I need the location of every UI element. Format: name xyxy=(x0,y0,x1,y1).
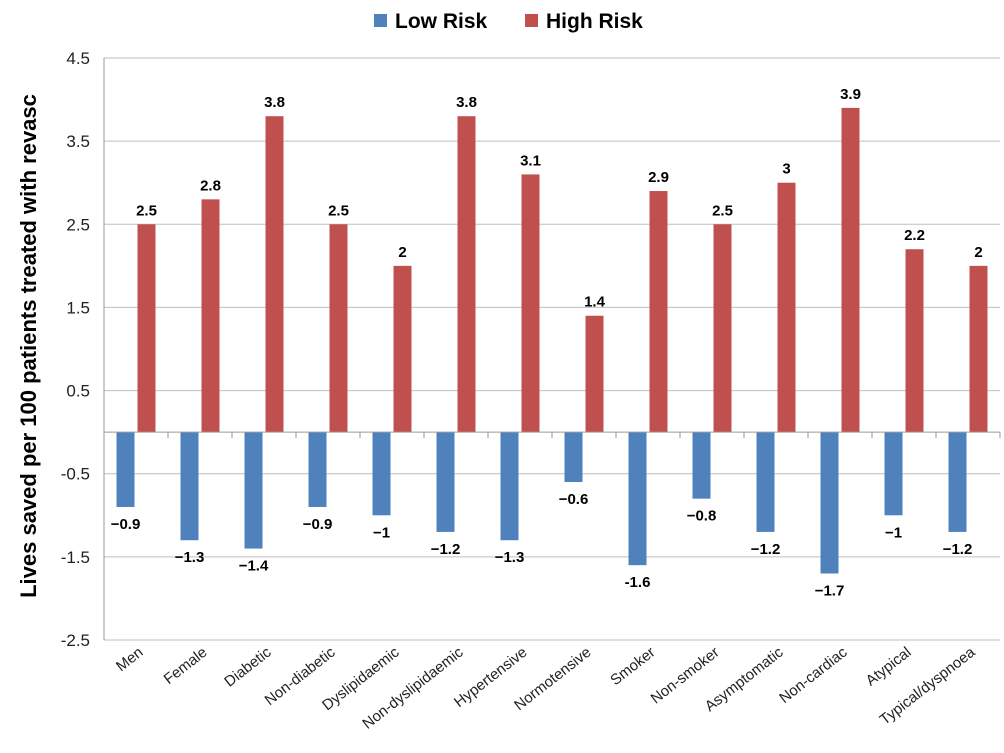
bar-low-risk xyxy=(308,432,327,507)
x-axis-categories: Men Female DiabeticNon-diabeticDyslipidaem… xyxy=(113,643,979,732)
bar-high-risk xyxy=(265,116,284,433)
bar-high-risk xyxy=(329,224,348,433)
data-label-low-risk: −1.3 xyxy=(175,549,205,566)
legend-label-high-risk: High Risk xyxy=(546,10,643,33)
bar-low-risk xyxy=(116,432,135,507)
data-label-low-risk: −1.7 xyxy=(815,582,845,599)
y-tick-label: -1.5 xyxy=(61,548,90,567)
data-label-high-risk: 2.8 xyxy=(200,177,221,194)
legend-label-low-risk: Low Risk xyxy=(395,10,488,33)
data-label-high-risk: 1.4 xyxy=(584,294,606,311)
bar-high-risk xyxy=(649,191,668,433)
data-label-high-risk: 3.9 xyxy=(840,86,861,103)
legend-swatch-high-risk xyxy=(525,14,538,27)
data-label-low-risk: −0.9 xyxy=(303,516,333,533)
legend-swatch-low-risk xyxy=(374,14,387,27)
bar-low-risk xyxy=(436,432,455,532)
x-category-label: Non-cardiac xyxy=(776,643,851,706)
bar-low-risk xyxy=(564,432,583,483)
bar-low-risk xyxy=(180,432,199,541)
axes xyxy=(103,58,1001,640)
x-category-label: Diabetic xyxy=(221,643,275,690)
data-label-high-risk: 2.2 xyxy=(904,227,925,244)
bar-low-risk xyxy=(948,432,967,532)
y-tick-label: -0.5 xyxy=(61,465,90,484)
data-label-low-risk: -1.6 xyxy=(625,574,651,591)
data-label-low-risk: −1.4 xyxy=(239,558,269,575)
bar-low-risk xyxy=(884,432,903,516)
bars xyxy=(116,107,988,574)
y-axis-ticks: 4.5 3.5 2.5 1.5 0.5 -0.5 -1.5 -2.5 xyxy=(61,49,90,650)
y-tick-label: 4.5 xyxy=(66,49,90,68)
data-label-low-risk: −1 xyxy=(373,524,390,541)
data-label-high-risk: 2.5 xyxy=(328,202,349,219)
bar-high-risk xyxy=(521,174,540,433)
data-label-low-risk: −1.2 xyxy=(751,541,781,558)
gridlines xyxy=(104,57,1000,641)
data-label-high-risk: 3 xyxy=(782,161,790,178)
bar-high-risk xyxy=(137,224,156,433)
y-tick-label: 1.5 xyxy=(66,298,90,317)
bar-high-risk xyxy=(777,182,796,433)
bar-high-risk xyxy=(201,199,220,433)
bar-low-risk xyxy=(372,432,391,516)
data-label-low-risk: −0.9 xyxy=(111,516,141,533)
data-labels: −0.9 2.5 −1.3 2.8 −1.4 3.8 −0.9 2.5 −1 2 −1.2 3.8 −1… xyxy=(111,86,983,600)
bar-low-risk xyxy=(692,432,711,499)
x-category-label: Men xyxy=(113,644,146,675)
legend: Low Risk High Risk xyxy=(374,10,643,33)
bar-high-risk xyxy=(905,249,924,433)
data-label-low-risk: −1 xyxy=(885,524,902,541)
bar-high-risk xyxy=(713,224,732,433)
bar-high-risk xyxy=(457,116,476,433)
data-label-high-risk: 2.5 xyxy=(712,202,733,219)
y-tick-label: 0.5 xyxy=(66,382,90,401)
y-tick-label: 2.5 xyxy=(66,215,90,234)
data-label-high-risk: 3.8 xyxy=(264,94,285,111)
bar-low-risk xyxy=(628,432,647,566)
x-category-label: Female xyxy=(161,644,211,688)
bar-low-risk xyxy=(820,432,839,574)
bar-high-risk xyxy=(841,107,860,433)
data-label-high-risk: 3.1 xyxy=(520,152,541,169)
bar-low-risk xyxy=(244,432,263,549)
data-label-high-risk: 2.9 xyxy=(648,169,669,186)
data-label-high-risk: 2 xyxy=(398,244,406,261)
data-label-high-risk: 2 xyxy=(974,244,982,261)
y-axis-title: Lives saved per 100 patients treated wit… xyxy=(16,94,41,598)
data-label-high-risk: 3.8 xyxy=(456,94,477,111)
bar-high-risk xyxy=(585,315,604,433)
y-axis-title-group: Lives saved per 100 patients treated wit… xyxy=(16,94,41,598)
y-tick-label: -2.5 xyxy=(61,631,90,650)
data-label-high-risk: 2.5 xyxy=(136,202,157,219)
bar-high-risk xyxy=(393,265,412,433)
bar-low-risk xyxy=(756,432,775,532)
bar-low-risk xyxy=(500,432,519,541)
data-label-low-risk: −0.8 xyxy=(687,508,717,525)
data-label-low-risk: −1.2 xyxy=(943,541,973,558)
data-label-low-risk: −1.3 xyxy=(495,549,525,566)
data-label-low-risk: −0.6 xyxy=(559,491,589,508)
y-tick-label: 3.5 xyxy=(66,132,90,151)
data-label-low-risk: −1.2 xyxy=(431,541,461,558)
x-category-label: Atypical xyxy=(863,644,915,690)
bar-high-risk xyxy=(969,265,988,433)
x-category-label: Smoker xyxy=(607,644,658,689)
